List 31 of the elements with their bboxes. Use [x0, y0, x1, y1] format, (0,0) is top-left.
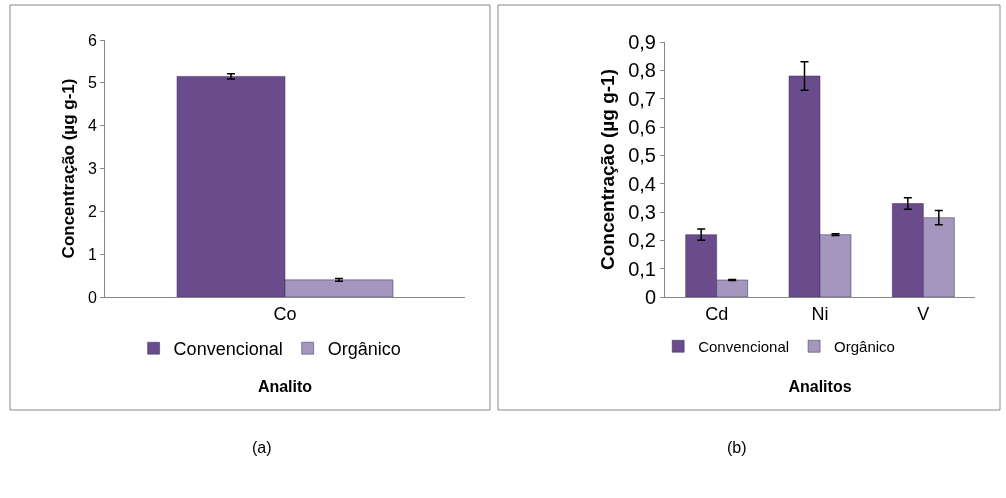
y-tick-label: 2 — [87, 202, 97, 220]
y-axis-title: Concentração (µg g-1) — [59, 78, 79, 259]
x-tick-label: Co — [273, 303, 297, 324]
legend-label: Convencional — [698, 338, 790, 356]
x-axis-title: Analitos — [788, 378, 852, 396]
y-tick-label: 0,8 — [628, 59, 656, 82]
y-tick-label: 0,3 — [628, 201, 656, 223]
y-tick-label: 6 — [87, 31, 97, 49]
y-tick-label: 5 — [87, 74, 97, 92]
y-tick-label: 1 — [87, 245, 97, 263]
x-tick-label: V — [917, 303, 930, 324]
text: (b) — [727, 439, 747, 456]
x-axis-title: Analito — [257, 378, 313, 396]
y-tick-label: 0,4 — [628, 172, 656, 195]
legend-label: Orgânico — [834, 338, 895, 356]
y-tick-label: 0 — [87, 288, 97, 306]
y-tick-label: 0,9 — [628, 31, 656, 53]
legend-label: Orgânico — [327, 339, 401, 360]
x-tick-label: Cd — [705, 303, 729, 324]
y-tick-label: 0,2 — [628, 229, 656, 252]
x-tick-label: Ni — [811, 303, 829, 324]
y-tick-label: 0 — [644, 286, 656, 308]
y-tick-label: 0,5 — [628, 144, 656, 167]
y-tick-label: 0,6 — [628, 116, 656, 138]
y-tick-label: 3 — [87, 160, 97, 178]
legend-label: Convencional — [173, 339, 283, 360]
y-tick-label: 4 — [87, 117, 97, 135]
text: (a) — [252, 439, 272, 456]
y-axis-title: Concentração (µg g-1) — [597, 69, 619, 270]
y-tick-label: 0,1 — [628, 257, 656, 280]
y-tick-label: 0,7 — [628, 87, 656, 110]
